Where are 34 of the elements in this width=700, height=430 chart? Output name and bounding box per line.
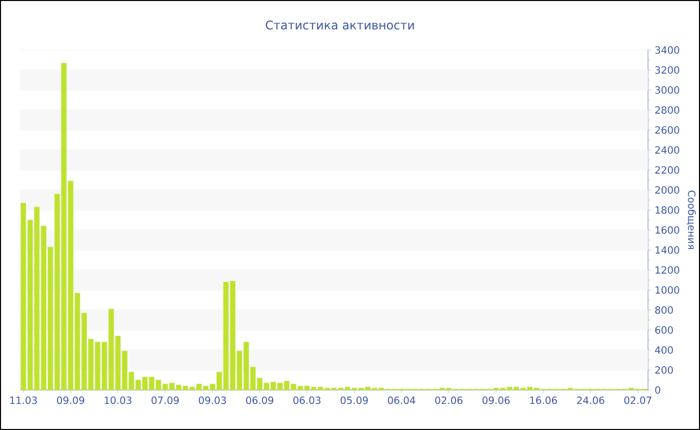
x-tick-label: 02.07 — [624, 396, 652, 404]
y-tick-label: 2800 — [655, 106, 680, 114]
y-tick-label: 600 — [655, 326, 673, 334]
x-tick-label: 10.03 — [104, 396, 132, 404]
x-tick-label: 06.09 — [246, 396, 274, 404]
y-tick-label: 800 — [655, 306, 673, 314]
x-tick-label: 24.06 — [577, 396, 604, 404]
y-tick-label: 3000 — [655, 86, 680, 94]
x-tick-label: 09.03 — [198, 396, 226, 404]
y-tick-label: 2400 — [655, 146, 680, 154]
x-tick-label: 07.09 — [152, 396, 179, 404]
y-tick-label: 400 — [655, 346, 673, 354]
y-tick-label: 1800 — [656, 206, 680, 214]
y-tick-label: 2600 — [655, 126, 680, 134]
x-tick-label: 05.09 — [340, 396, 368, 404]
y-tick-label: 200 — [655, 366, 673, 374]
y-tick-label: 3200 — [655, 66, 680, 74]
y-tick-label: 1200 — [656, 266, 680, 274]
y-axis-title: Сообщения — [686, 190, 696, 250]
x-tick-label: 02.06 — [435, 396, 462, 404]
x-tick-label: 06.03 — [293, 396, 320, 404]
y-tick-label: 1000 — [656, 286, 680, 294]
y-tick-label: 0 — [655, 386, 660, 394]
chart-title: Статистика активности — [266, 20, 414, 30]
y-tick-label: 2200 — [655, 166, 680, 174]
x-tick-label: 16.06 — [530, 396, 557, 404]
y-tick-label: 2000 — [655, 186, 680, 194]
y-tick-label: 3400 — [655, 46, 680, 54]
x-tick-label: 09.09 — [57, 396, 84, 404]
x-tick-label: 11.03 — [10, 396, 37, 404]
x-tick-label: 09.06 — [482, 396, 510, 404]
x-tick-label: 06.04 — [388, 396, 416, 404]
y-tick-label: 1600 — [656, 226, 680, 234]
y-tick-label: 1400 — [656, 246, 680, 254]
